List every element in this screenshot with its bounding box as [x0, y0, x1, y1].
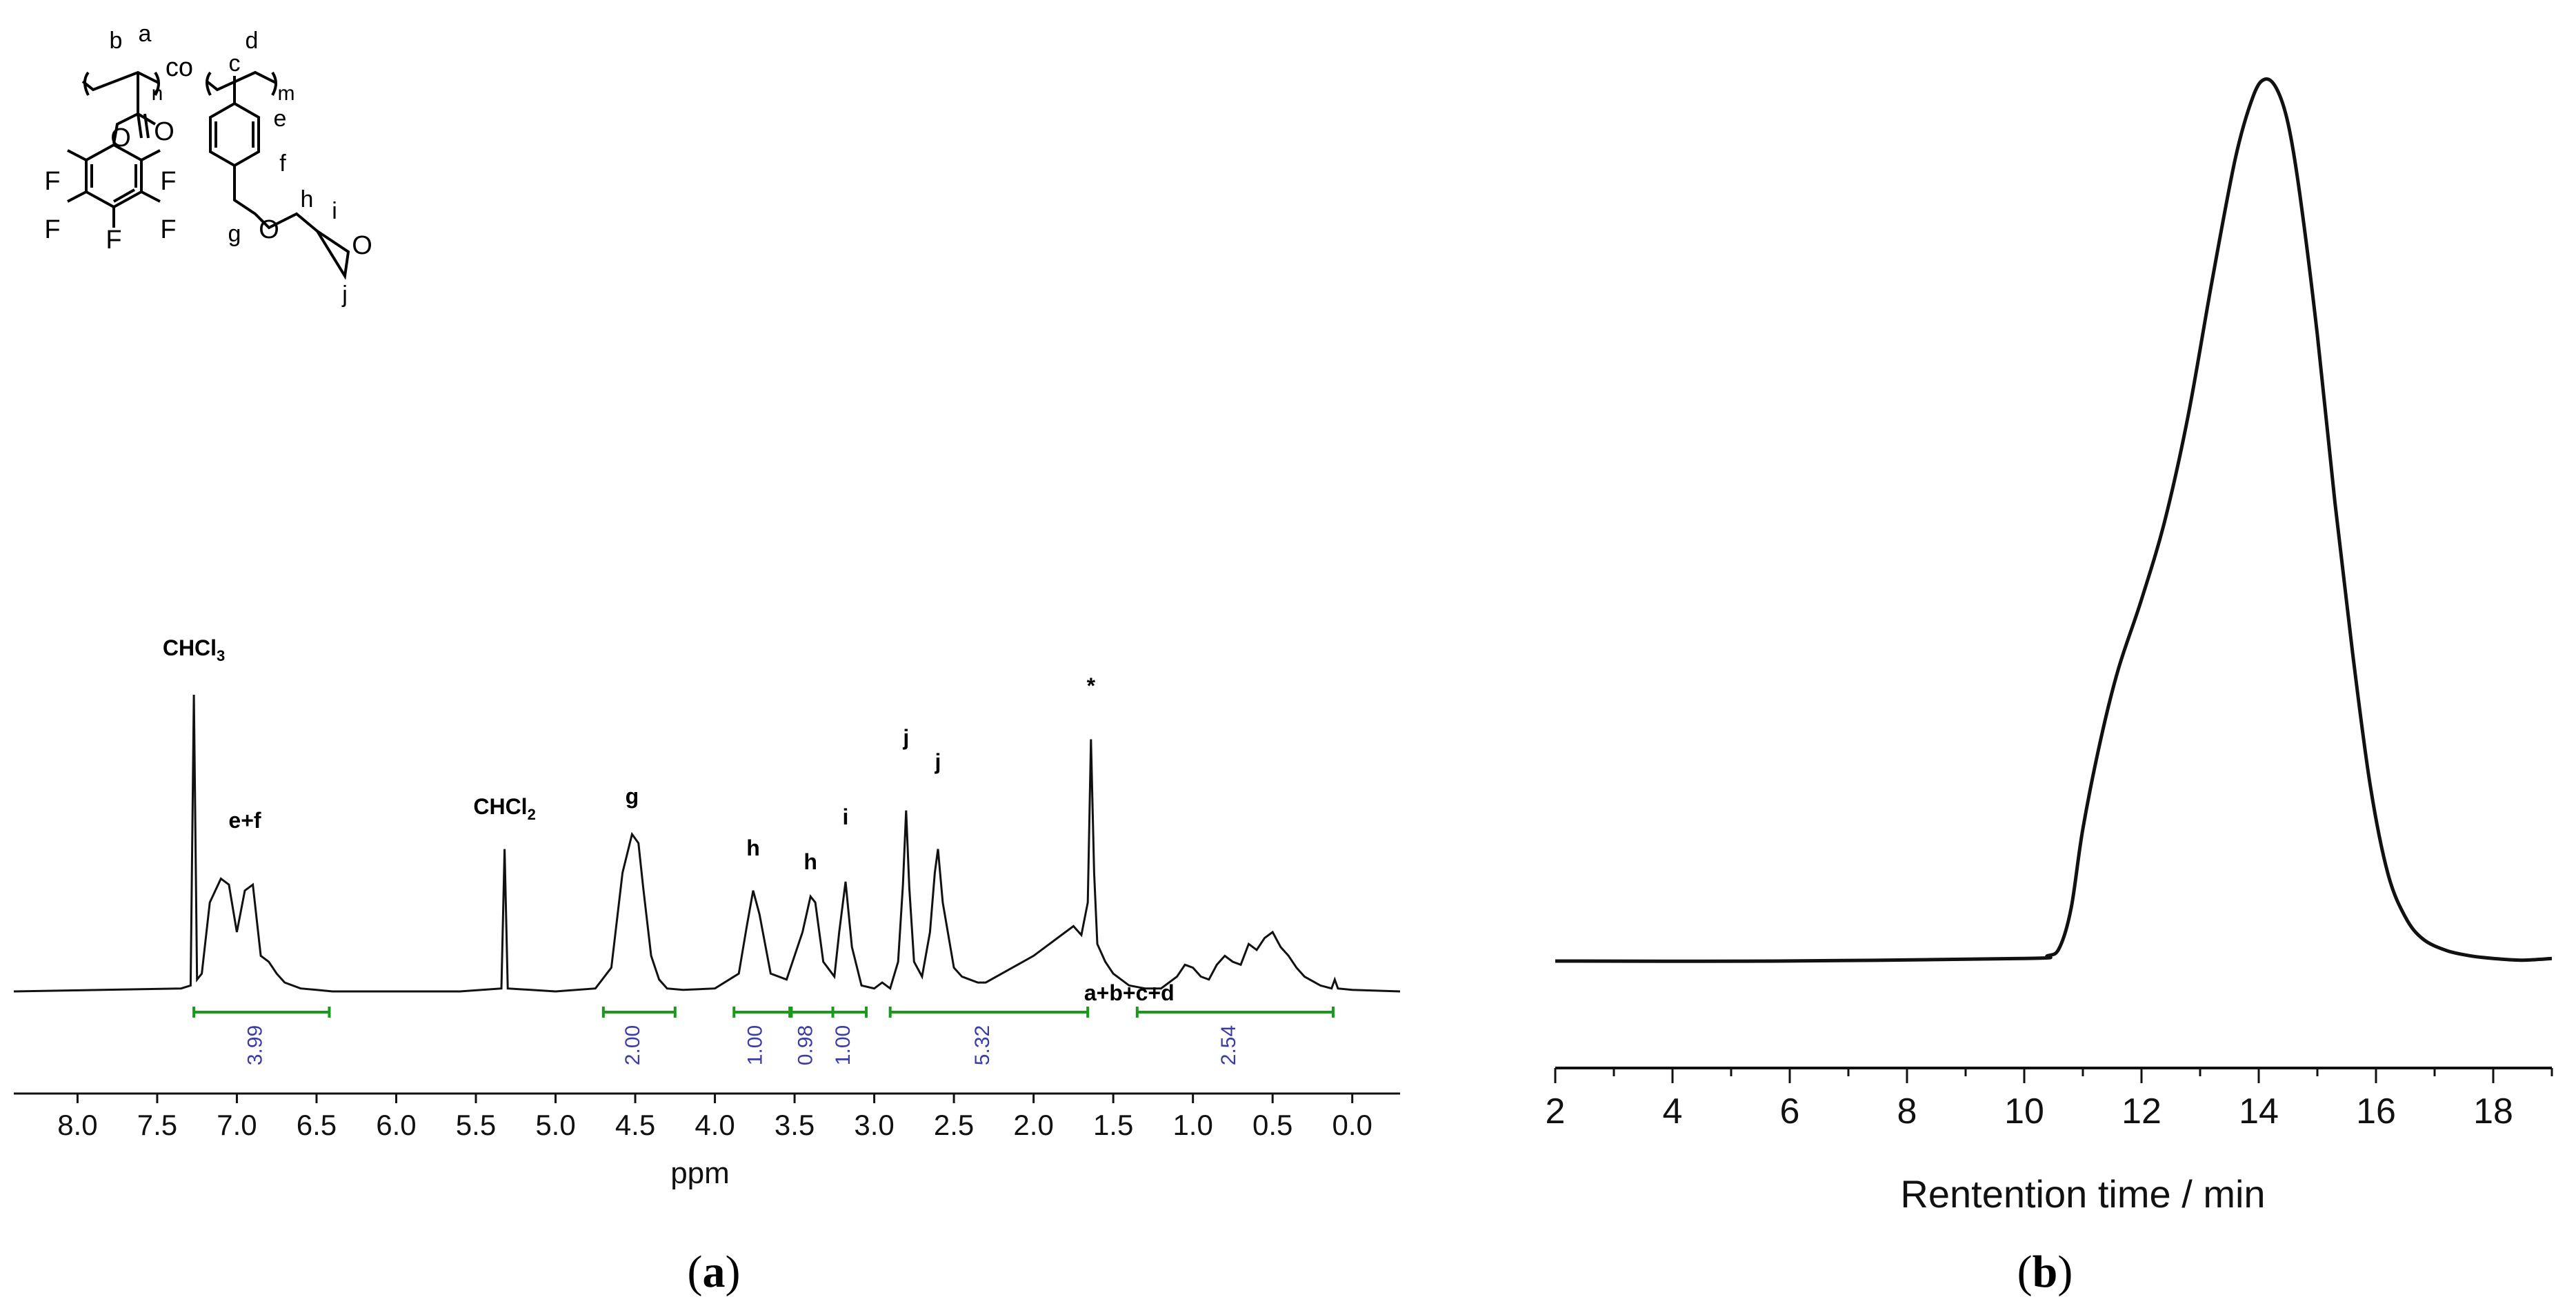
structure-atom-label: f: [279, 150, 286, 177]
ppm-axis: 8.0 7.5 7.0 6.5 6.0 5.5 5.0 4.5 4.0 3.5 3.0 2.5 2.0 1…: [14, 1092, 1400, 1141]
structure-atom-label: e: [274, 106, 287, 132]
peak-label: h: [746, 836, 760, 860]
retention-time-axis: 2 4 6 8 10 12 14 16 18: [1546, 1067, 2553, 1131]
x-axis-label: Rentention time / min: [1900, 1172, 2265, 1216]
nmr-spectrum-chart: 3.99 2.00 1.00 0.98 1.00 5.32 2.54 8.0 7.5 7.0 6.…: [13, 635, 1401, 1190]
panel-a-label: (a): [688, 1247, 741, 1297]
x-tick-label: 8.0: [57, 1109, 97, 1141]
nmr-spectrum-line: [13, 694, 1401, 993]
panel-b-label: (b): [2017, 1247, 2073, 1297]
peak-label: a+b+c+d: [1084, 980, 1175, 1005]
structure-atom-label: c: [229, 50, 241, 77]
peak-label: h: [803, 849, 817, 874]
structure-atom-label: b: [110, 28, 123, 54]
x-tick-label: 5.0: [535, 1109, 575, 1141]
structure-atom-label: F: [106, 226, 121, 255]
x-tick-label: 2: [1546, 1091, 1566, 1131]
structure-atom-label: F: [160, 215, 176, 244]
structure-atom-label: h: [301, 186, 314, 212]
integration-value: 5.32: [971, 1025, 994, 1065]
x-tick-label: 10: [2004, 1091, 2044, 1131]
integration-value: 2.00: [621, 1025, 644, 1065]
integration-value: 1.00: [832, 1025, 855, 1065]
structure-atom-label: O: [352, 231, 372, 260]
peak-label: *: [1087, 673, 1096, 698]
structure-atom-label: a: [139, 21, 152, 47]
x-axis-label: ppm: [670, 1156, 730, 1190]
structure-atom-label: co: [166, 53, 193, 82]
x-tick-label: 3.0: [854, 1109, 894, 1141]
x-tick-label: 6.0: [376, 1109, 416, 1141]
x-tick-label: 18: [2473, 1091, 2513, 1131]
structure-atom-label: i: [332, 198, 337, 224]
structure-atom-label: d: [246, 28, 259, 54]
integration-bars: 3.99 2.00 1.00 0.98 1.00 5.32 2.54: [192, 1007, 1335, 1065]
structure-atom-label: O: [110, 123, 131, 152]
peak-label: CHCl3: [163, 635, 225, 664]
peak-label: j: [902, 725, 909, 750]
structure-atom-label: F: [44, 215, 60, 244]
peak-label: i: [843, 804, 849, 829]
structure-atom-label: F: [44, 167, 60, 196]
structure-atom-label: m: [278, 82, 295, 105]
x-tick-label: 14: [2239, 1091, 2279, 1131]
x-tick-label: 0.5: [1252, 1109, 1292, 1141]
x-tick-label: 7.5: [137, 1109, 177, 1141]
peak-label: g: [626, 784, 639, 809]
structure-atom-label: F: [160, 167, 176, 196]
peak-label: j: [935, 749, 941, 774]
x-tick-label: 7.0: [217, 1109, 257, 1141]
x-tick-label: 12: [2121, 1091, 2161, 1131]
peak-labels: CHCl3 e+f CHCl2 g h h i j j * a+b+c+d: [163, 635, 1175, 1005]
x-tick-label: 4.0: [695, 1109, 735, 1141]
polymer-structure-diagram: [67, 70, 350, 280]
x-tick-label: 1.0: [1172, 1109, 1212, 1141]
x-tick-label: 3.5: [775, 1109, 815, 1141]
x-tick-label: 6.5: [297, 1109, 337, 1141]
x-tick-label: 5.5: [456, 1109, 496, 1141]
x-tick-label: 4.5: [615, 1109, 655, 1141]
structure-atom-label: O: [259, 215, 279, 244]
x-tick-label: 8: [1897, 1091, 1917, 1131]
gpc-trace-line: [1555, 77, 2553, 963]
peak-label: CHCl2: [473, 794, 535, 823]
structure-atom-label: g: [228, 221, 241, 247]
x-tick-label: 16: [2356, 1091, 2396, 1131]
integration-value: 3.99: [243, 1025, 266, 1065]
x-tick-label: 2.0: [1013, 1109, 1053, 1141]
integration-value: 1.00: [744, 1025, 767, 1065]
integration-value: 2.54: [1217, 1025, 1240, 1065]
gpc-chart: 2 4 6 8 10 12 14 16 18 Rentention time / min: [1546, 77, 2553, 1216]
structure-atom-label: j: [341, 281, 348, 308]
x-tick-label: 6: [1780, 1091, 1800, 1131]
structure-atom-label: n: [152, 82, 163, 105]
structure-atom-label: O: [154, 117, 174, 146]
x-tick-label: 0.0: [1332, 1109, 1372, 1141]
x-tick-label: 4: [1663, 1091, 1683, 1131]
x-tick-label: 2.5: [934, 1109, 974, 1141]
x-tick-label: 1.5: [1093, 1109, 1133, 1141]
integration-value: 0.98: [794, 1025, 817, 1065]
peak-label: e+f: [228, 808, 261, 833]
